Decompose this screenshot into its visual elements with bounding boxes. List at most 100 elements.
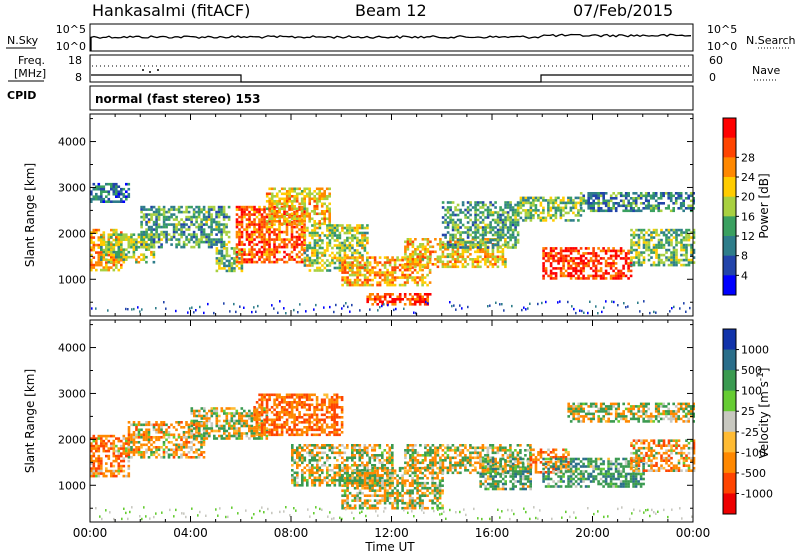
data-cell: [177, 220, 181, 224]
data-cell: [132, 423, 136, 427]
data-cell: [325, 217, 329, 221]
data-cell: [409, 238, 412, 241]
data-cell: [557, 267, 560, 270]
data-cell: [125, 195, 128, 198]
data-cell: [665, 238, 668, 242]
data-cell: [401, 266, 404, 269]
data-cell: [366, 231, 369, 235]
data-cell: [439, 258, 442, 261]
data-cell: [313, 234, 317, 237]
data-cell: [265, 437, 269, 440]
data-cell: [403, 281, 407, 284]
data-cell: [112, 200, 116, 203]
data-cell: [117, 260, 121, 264]
ground-scatter-speck: [343, 304, 345, 308]
data-cell: [356, 281, 359, 284]
data-cell: [416, 271, 419, 274]
data-cell: [235, 225, 239, 229]
data-cell: [150, 243, 153, 246]
data-cell: [285, 190, 289, 193]
data-cell: [240, 208, 244, 211]
data-cell: [222, 243, 226, 246]
data-cell: [459, 238, 462, 242]
data-cell: [363, 278, 367, 282]
data-cell: [326, 226, 329, 230]
data-cell: [112, 192, 116, 196]
data-cell: [328, 192, 331, 196]
data-cell: [459, 243, 462, 246]
data-cell: [466, 226, 470, 229]
data-cell: [107, 236, 111, 239]
data-cell: [197, 225, 201, 229]
data-cell: [200, 240, 203, 244]
data-cell: [391, 276, 394, 279]
data-cell: [112, 469, 116, 473]
data-cell: [426, 300, 429, 304]
data-cell: [630, 241, 633, 244]
data-cell: [293, 217, 296, 221]
data-cell: [200, 417, 204, 420]
data-cell: [604, 277, 608, 280]
data-cell: [444, 263, 447, 266]
data-cell: [245, 205, 249, 209]
data-cell: [273, 426, 276, 429]
data-cell: [612, 202, 615, 205]
data-cell: [391, 281, 394, 284]
data-cell: [524, 196, 528, 200]
data-cell: [501, 236, 505, 239]
data-cell: [496, 236, 500, 239]
data-cell: [358, 263, 362, 267]
data-cell: [105, 243, 108, 247]
data-cell: [140, 215, 143, 219]
data-cell: [441, 260, 445, 264]
data-cell: [391, 303, 394, 306]
data-cell: [504, 203, 507, 207]
data-cell: [506, 228, 510, 232]
data-cell: [466, 250, 470, 254]
data-cell: [308, 423, 311, 427]
data-cell: [278, 401, 281, 404]
data-cell: [135, 433, 138, 437]
noise-ytick-left-bottom: 10^0: [56, 40, 86, 53]
data-cell: [210, 245, 213, 249]
data-cell: [318, 418, 321, 422]
data-cell: [248, 427, 251, 430]
data-cell: [589, 252, 593, 255]
data-cell: [210, 412, 214, 415]
data-cell: [624, 207, 628, 210]
data-cell: [371, 303, 374, 306]
data-cell: [293, 245, 296, 249]
data-cell: [542, 196, 545, 200]
data-cell: [255, 253, 259, 256]
data-cell: [634, 199, 638, 203]
data-cell: [130, 433, 133, 437]
data-cell: [594, 194, 598, 198]
data-cell: [687, 238, 691, 242]
data-cell: [160, 225, 163, 229]
data-cell: [356, 226, 359, 230]
ground-scatter-speck: [685, 310, 687, 313]
data-cell: [295, 431, 299, 434]
data-cell: [270, 217, 274, 221]
data-cell: [132, 431, 136, 434]
data-cell: [411, 271, 414, 274]
data-cell: [177, 443, 181, 447]
data-cell: [238, 248, 241, 251]
data-cell: [413, 276, 417, 279]
ground-scatter-speck: [175, 309, 177, 313]
data-cell: [280, 426, 284, 429]
data-cell: [192, 443, 196, 447]
data-cell: [155, 235, 158, 239]
data-cell: [105, 449, 108, 453]
data-cell: [333, 261, 337, 265]
data-cell: [514, 238, 517, 242]
data-cell: [263, 250, 266, 254]
ground-scatter-speck: [165, 307, 167, 310]
data-cell: [675, 251, 678, 254]
data-cell: [253, 213, 256, 216]
data-cell: [160, 238, 163, 241]
data-cell: [474, 213, 477, 217]
data-cell: [368, 273, 372, 277]
data-cell: [187, 451, 191, 454]
data-cell: [115, 449, 118, 453]
